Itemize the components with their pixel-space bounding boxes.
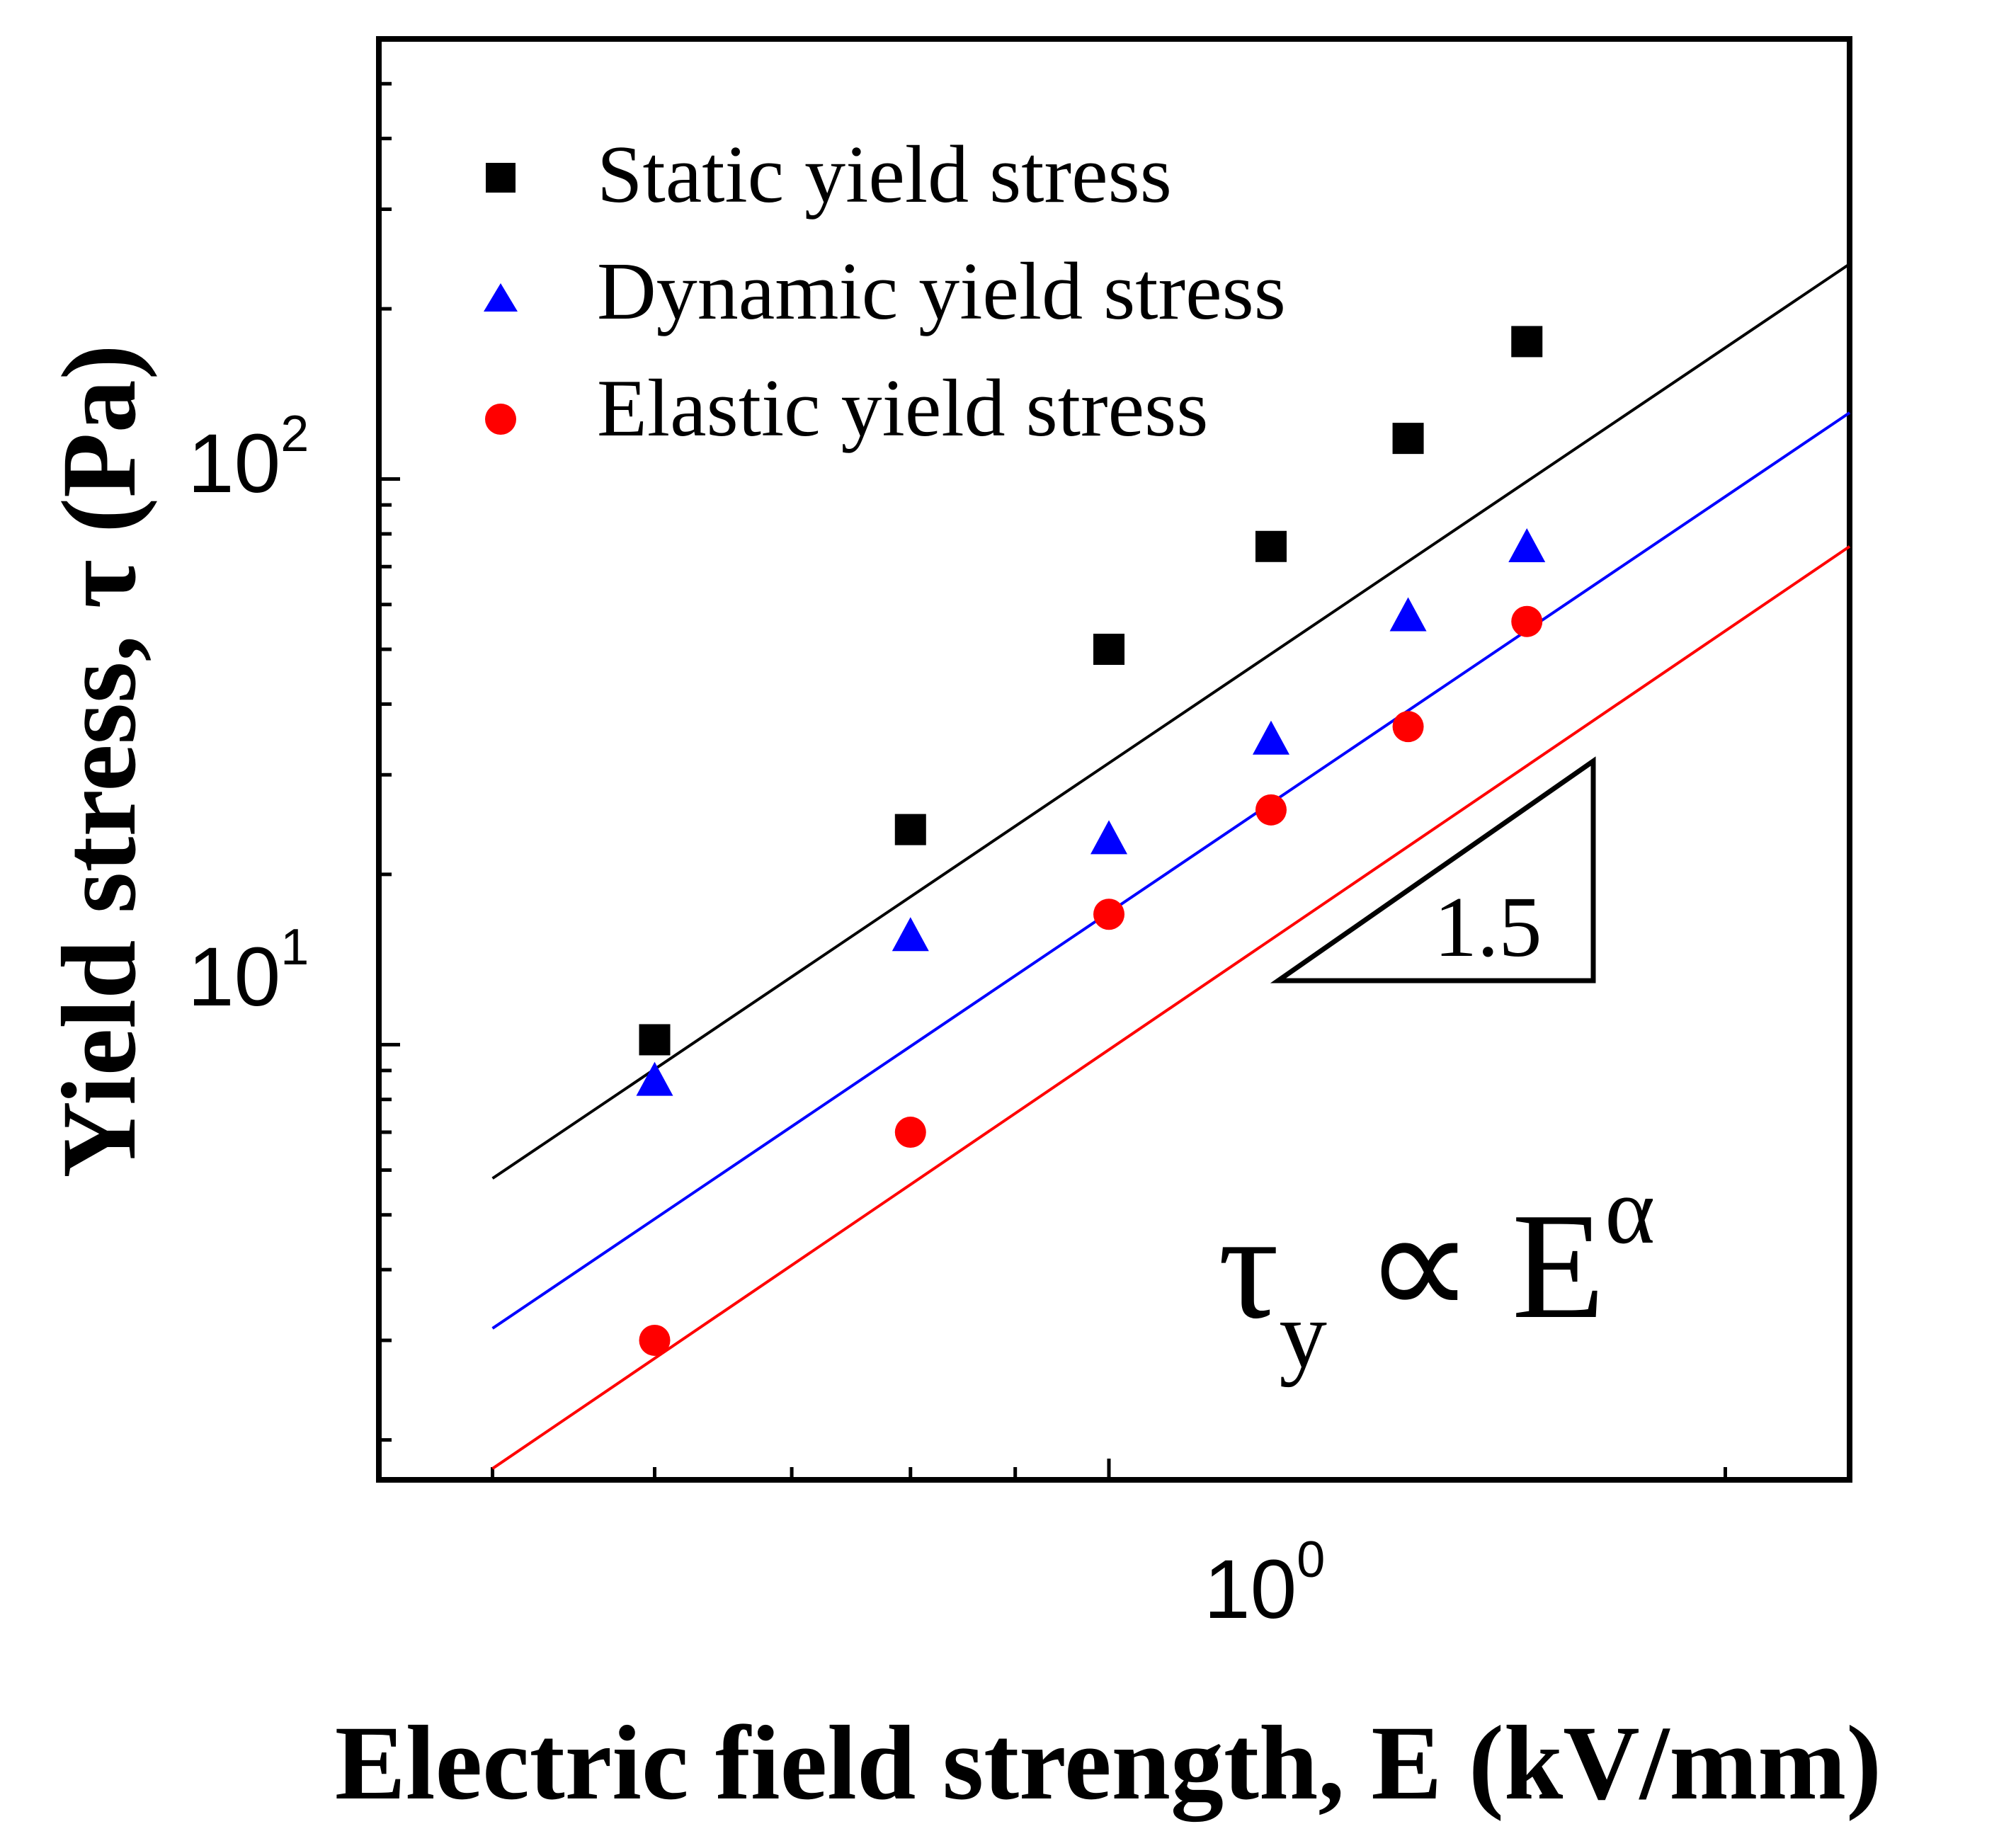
fit-line-static [491,263,1851,1180]
fit-line-elastic [491,545,1851,1470]
legend-label-static: Static yield stress [597,130,1172,220]
marker-static-3 [1255,530,1287,562]
marker-elastic-4 [1392,711,1424,743]
equation-proportional: ∝ E [1327,1181,1605,1350]
marker-dynamic-1 [892,917,929,952]
legend: Static yield stress Dynamic yield stress… [484,130,1286,454]
marker-dynamic-2 [1090,820,1128,855]
legend-marker-static [486,163,516,193]
marker-elastic-1 [894,1117,926,1148]
marker-elastic-0 [639,1324,671,1356]
power-law-equation: τy ∝ Eα [1218,1158,1655,1388]
marker-static-1 [894,814,926,845]
marker-elastic-2 [1093,899,1125,930]
slope-label: 1.5 [1434,879,1542,975]
marker-dynamic-3 [1252,720,1289,755]
equation-tau: τ [1218,1181,1279,1350]
legend-label-dynamic: Dynamic yield stress [597,246,1286,337]
y-tick-label-10: 101 [188,919,309,1024]
marker-dynamic-5 [1508,528,1546,563]
marker-static-2 [1093,634,1125,666]
fit-lines [491,263,1851,1470]
fit-line-dynamic [491,411,1851,1330]
equation-subscript: y [1279,1282,1327,1388]
legend-marker-elastic [485,404,516,435]
equation-superscript: α [1605,1158,1655,1264]
marker-elastic-5 [1511,605,1543,637]
legend-label-elastic: Elastic yield stress [597,363,1208,454]
marker-elastic-3 [1255,794,1287,826]
data-markers [636,326,1546,1356]
x-axis-title: Electric field strength, E (kV/mm) [335,1704,1881,1822]
marker-static-0 [639,1024,671,1056]
marker-dynamic-0 [636,1061,673,1096]
axis-ticks [379,81,1727,1480]
plot-frame [376,36,1852,1483]
slope-triangle-shape [1270,756,1596,983]
slope-triangle: 1.5 [1270,756,1596,983]
x-tick-label-1: 100 [1204,1532,1325,1636]
y-axis-title: Yield stress, τ (Pa) [40,344,158,1178]
marker-static-4 [1392,423,1424,455]
marker-dynamic-4 [1389,597,1427,632]
legend-marker-dynamic [484,283,518,312]
marker-static-5 [1511,326,1543,358]
y-tick-label-100: 102 [188,406,309,511]
